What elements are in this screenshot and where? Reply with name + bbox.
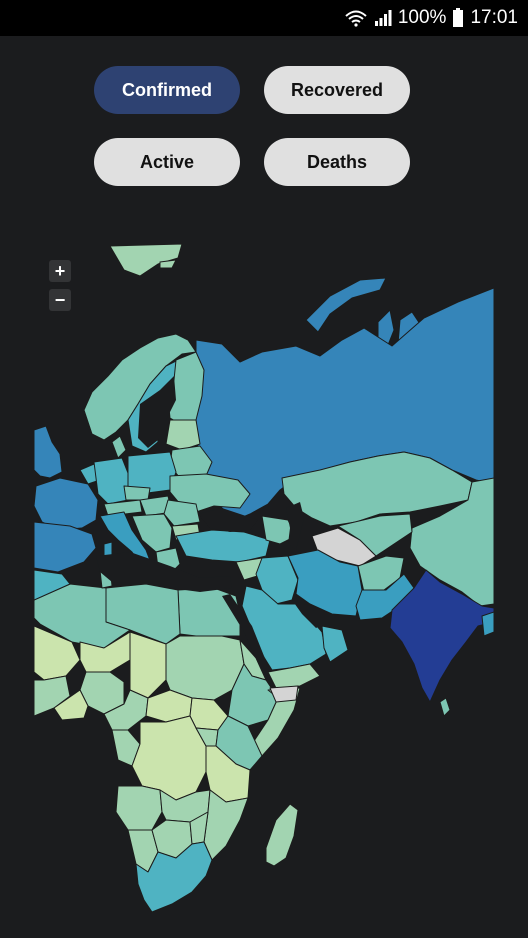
caspian-sea xyxy=(286,502,304,550)
region-madagascar[interactable] xyxy=(265,803,299,867)
region-chad[interactable] xyxy=(129,631,167,699)
region-mauritania-senegal[interactable] xyxy=(34,675,71,717)
region-denmark[interactable] xyxy=(111,435,127,459)
region-turkey[interactable] xyxy=(175,529,271,563)
region-ukraine[interactable] xyxy=(169,473,251,513)
region-algeria[interactable] xyxy=(34,583,131,649)
persian-gulf xyxy=(292,600,324,628)
choropleth-map[interactable] xyxy=(34,240,494,920)
mediterranean-sea xyxy=(96,552,232,592)
region-uzbekistan[interactable] xyxy=(337,513,413,557)
region-iran[interactable] xyxy=(287,549,363,617)
region-niger[interactable] xyxy=(79,631,131,673)
region-balkans[interactable] xyxy=(131,513,173,553)
region-austria[interactable] xyxy=(103,499,143,517)
zoom-in-button[interactable]: + xyxy=(49,260,71,282)
region-kazakhstan[interactable] xyxy=(281,451,473,527)
wifi-icon xyxy=(344,9,368,27)
battery-percent: 100% xyxy=(397,7,447,28)
region-spain[interactable] xyxy=(34,521,97,573)
region-norway[interactable] xyxy=(83,333,197,441)
region-czechia[interactable] xyxy=(123,485,151,501)
region-svalbard-east[interactable] xyxy=(159,259,177,269)
red-sea xyxy=(222,594,268,672)
battery-icon xyxy=(452,8,464,28)
region-germany[interactable] xyxy=(93,457,131,505)
region-gulf-guinea[interactable] xyxy=(53,689,89,721)
recovered-button[interactable]: Recovered xyxy=(264,66,410,114)
region-angola[interactable] xyxy=(115,785,163,831)
map-canvas[interactable] xyxy=(34,240,494,920)
signal-icon xyxy=(374,9,392,27)
clock: 17:01 xyxy=(470,7,518,28)
region-france[interactable] xyxy=(34,477,99,531)
baltic-sea xyxy=(138,376,176,448)
region-oman[interactable] xyxy=(321,625,349,663)
region-bangladesh[interactable] xyxy=(481,611,494,637)
region-sri-lanka[interactable] xyxy=(439,697,451,717)
region-south-africa[interactable] xyxy=(135,841,213,913)
region-india[interactable] xyxy=(389,569,494,703)
region-svalbard[interactable] xyxy=(109,243,183,277)
active-button[interactable]: Active xyxy=(94,138,240,186)
confirmed-button[interactable]: Confirmed xyxy=(94,66,240,114)
deaths-button[interactable]: Deaths xyxy=(264,138,410,186)
black-sea xyxy=(198,508,258,532)
zoom-out-button[interactable]: − xyxy=(49,289,71,311)
region-romania[interactable] xyxy=(163,499,201,527)
region-caucasus[interactable] xyxy=(261,515,297,545)
region-novaya-zemlya[interactable] xyxy=(305,277,387,333)
region-baltics[interactable] xyxy=(165,419,201,451)
region-morocco[interactable] xyxy=(34,569,71,601)
region-somaliland[interactable] xyxy=(269,685,299,703)
status-bar: 100% 17:01 xyxy=(0,0,528,36)
region-uk[interactable] xyxy=(34,425,63,479)
